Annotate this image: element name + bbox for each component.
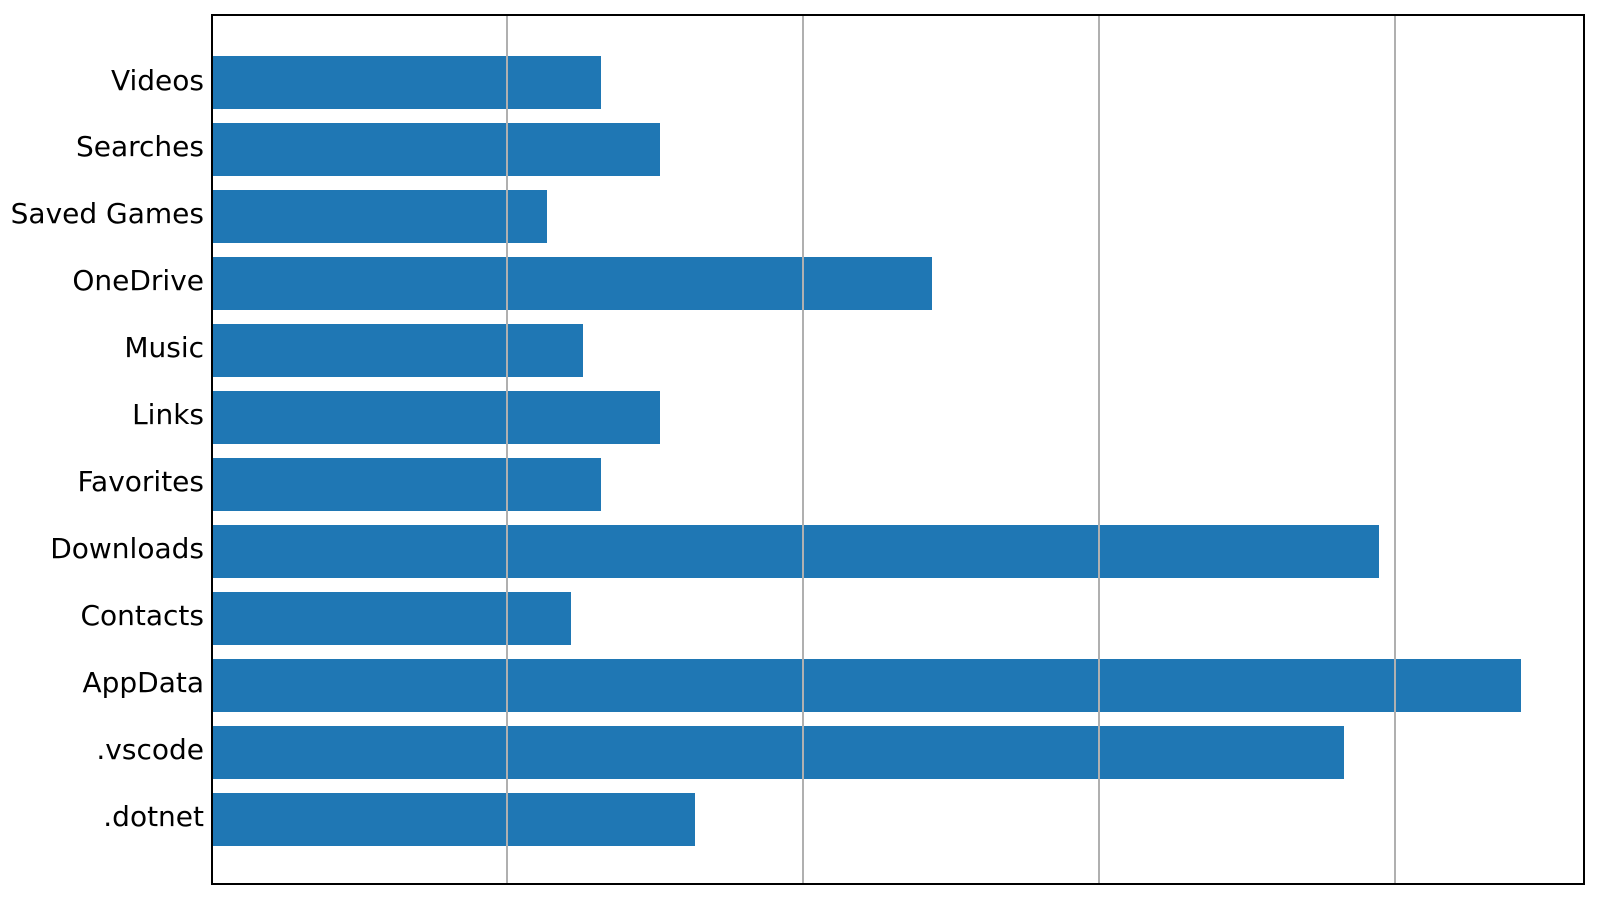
bar-contacts <box>213 592 571 645</box>
bar-music <box>213 324 583 377</box>
y-tick-label: Links <box>132 398 204 431</box>
bar-vscode <box>213 726 1344 779</box>
bar-downloads <box>213 525 1379 578</box>
bar-onedrive <box>213 257 932 310</box>
y-tick-label: Saved Games <box>10 197 204 230</box>
y-tick-label: .vscode <box>96 733 204 766</box>
bar-appdata <box>213 659 1521 712</box>
bar-searches <box>213 123 660 176</box>
plot-area <box>211 14 1585 885</box>
bar-links <box>213 391 660 444</box>
y-tick-label: .dotnet <box>103 800 204 833</box>
x-gridline <box>506 16 508 883</box>
y-tick-label: Videos <box>110 64 204 97</box>
y-tick-label: Music <box>124 331 204 364</box>
y-tick-label: Contacts <box>80 599 204 632</box>
y-tick-label: Downloads <box>50 532 204 565</box>
y-tick-label: OneDrive <box>72 264 204 297</box>
y-tick-label: AppData <box>82 666 204 699</box>
x-gridline <box>1098 16 1100 883</box>
bar-videos <box>213 56 601 109</box>
bar-saved-games <box>213 190 547 243</box>
y-tick-label: Favorites <box>77 465 204 498</box>
x-gridline <box>1394 16 1396 883</box>
bar-favorites <box>213 458 601 511</box>
y-tick-label: Searches <box>75 130 204 163</box>
x-gridline <box>802 16 804 883</box>
bar-dotnet <box>213 793 695 846</box>
